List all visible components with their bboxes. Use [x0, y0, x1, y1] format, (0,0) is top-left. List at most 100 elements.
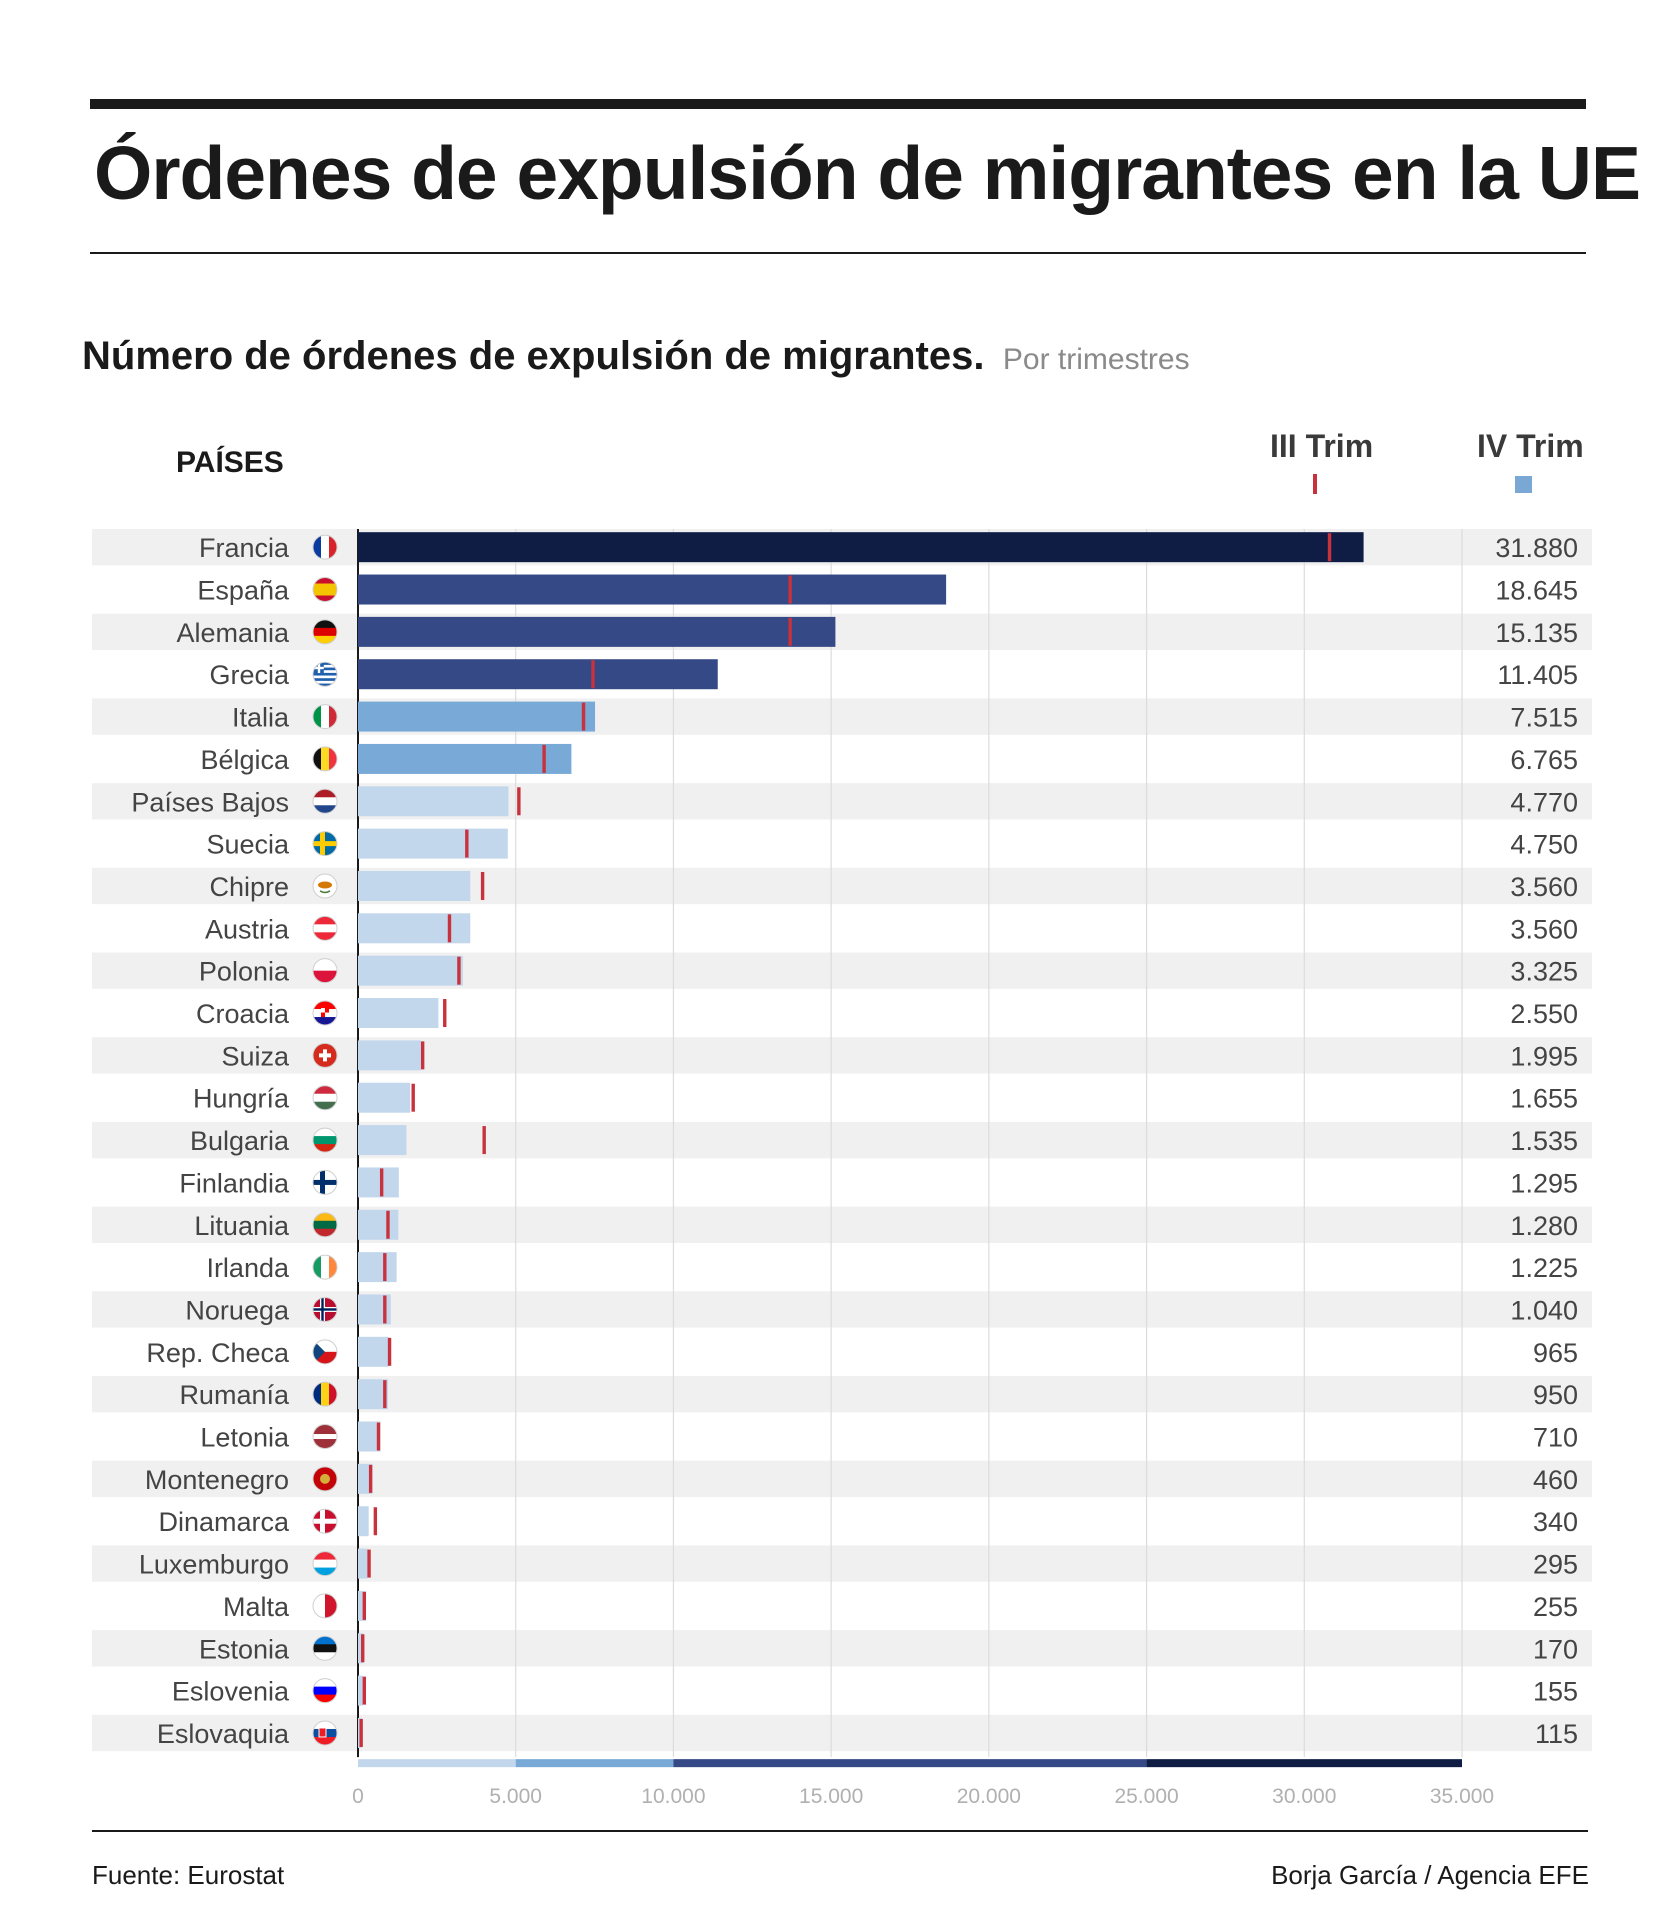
- x-tick-label: 15.000: [799, 1785, 863, 1808]
- chart-subtitle: Número de órdenes de expulsión de migran…: [82, 334, 1190, 379]
- value-label: 3.560: [1510, 872, 1578, 902]
- table-row: Italia 7.515: [232, 701, 1578, 733]
- marker-q3: [362, 1676, 367, 1705]
- footer-rule: [92, 1830, 1588, 1832]
- x-tick-label: 10.000: [641, 1785, 705, 1808]
- table-row: Grecia 11.405: [209, 659, 1578, 690]
- legend-q3-marker: [1313, 474, 1317, 494]
- value-label: 965: [1533, 1338, 1578, 1368]
- scale-strip-segment: [515, 1759, 674, 1768]
- marker-q3: [542, 744, 546, 773]
- table-row: Luxemburgo 295: [139, 1548, 1578, 1580]
- marker-q3: [386, 1210, 390, 1239]
- flag-stripe: [313, 970, 337, 983]
- row-stripe: [92, 1291, 1592, 1328]
- value-label: 15.135: [1495, 618, 1578, 648]
- x-tick-label: 0: [352, 1785, 364, 1808]
- flag-stripe: [313, 680, 337, 684]
- flag-stripe: [329, 704, 337, 729]
- country-label: Francia: [199, 533, 290, 563]
- bar-q4: [358, 786, 509, 817]
- bar-q4: [358, 616, 836, 647]
- flag-outline: [312, 1254, 338, 1280]
- legend-q4-label: IV Trim: [1477, 428, 1584, 464]
- flag-outline: [312, 1127, 338, 1153]
- marker-q3: [581, 702, 586, 731]
- row-stripe: [92, 1037, 1592, 1074]
- flag-shield-check: [325, 1012, 329, 1018]
- flag-stripe: [313, 664, 337, 668]
- country-label: Hungría: [193, 1084, 290, 1114]
- flag-fill: [313, 1212, 337, 1237]
- flag-outline: [312, 746, 338, 772]
- x-tick-label: 5.000: [489, 1785, 542, 1808]
- country-label: Grecia: [209, 660, 290, 690]
- marker-q3: [420, 1041, 425, 1070]
- flag-stripe: [321, 746, 330, 771]
- country-label: Suecia: [206, 830, 290, 860]
- flag-cross-h: [313, 1308, 337, 1311]
- row-stripe: [92, 783, 1592, 820]
- flag-outline: [312, 1169, 338, 1195]
- flag-outline: [312, 1551, 338, 1577]
- flag-fill: [313, 746, 337, 771]
- flag-fill: [313, 789, 337, 814]
- flag-branch: [319, 890, 331, 894]
- marker-q3: [383, 1253, 387, 1282]
- flag-outline: [312, 1635, 338, 1661]
- flag-stripe: [329, 1382, 337, 1407]
- table-row: Chipre 3.560: [209, 870, 1578, 902]
- table-row: Suecia 4.750: [206, 828, 1578, 860]
- country-label: Países Bajos: [131, 787, 289, 817]
- flag-fill: [313, 662, 337, 687]
- bar-q4: [358, 998, 439, 1029]
- marker-q3: [361, 1634, 365, 1663]
- flag-fill: [313, 1424, 337, 1449]
- country-label: Irlanda: [206, 1253, 290, 1283]
- flag-outline: [312, 958, 338, 984]
- value-label: 2.550: [1510, 999, 1578, 1029]
- table-row: Eslovaquia 115: [157, 1717, 1578, 1749]
- country-label: Letonia: [200, 1423, 290, 1453]
- flag-stripe: [313, 789, 337, 798]
- marker-q3: [383, 1295, 387, 1324]
- flag-outline: [312, 534, 338, 560]
- flag-outline: [312, 1042, 338, 1068]
- marker-q3: [367, 1549, 371, 1578]
- table-row: Austria 3.560: [205, 913, 1578, 944]
- x-tick-label: 30.000: [1272, 1785, 1336, 1808]
- flag-fill: [313, 1636, 337, 1661]
- table-row: Letonia 710: [200, 1421, 1578, 1453]
- flag-stripe: [321, 704, 330, 729]
- marker-q3: [368, 1464, 373, 1493]
- flag-stripe: [313, 1567, 337, 1576]
- row-stripe: [92, 698, 1592, 735]
- country-label: Estonia: [199, 1634, 290, 1664]
- table-row: Estonia 170: [199, 1633, 1578, 1664]
- flag-cross-v: [320, 1509, 325, 1534]
- marker-q3: [447, 914, 452, 943]
- flag-outline: [312, 1381, 338, 1407]
- flag-stripe: [313, 535, 322, 560]
- flag-outline: [312, 661, 338, 687]
- row-stripe: [92, 1206, 1592, 1243]
- flag-cross-v: [321, 1297, 324, 1322]
- table-row: Eslovenia 155: [172, 1675, 1578, 1707]
- bar-q4: [358, 955, 463, 986]
- bar-q4: [358, 1252, 397, 1283]
- value-label: 710: [1533, 1423, 1578, 1453]
- table-row: Polonia 3.325: [199, 955, 1578, 987]
- flag-island: [318, 881, 332, 889]
- flag-stripe: [313, 1551, 337, 1561]
- flag-stripe: [313, 1644, 337, 1653]
- row-stripe: [92, 1545, 1592, 1582]
- flag-stripe: [313, 672, 337, 676]
- flag-stripe: [313, 1720, 337, 1730]
- bar-q4: [358, 828, 508, 859]
- marker-q3: [383, 1380, 387, 1409]
- flag-fill: [313, 1466, 337, 1491]
- footer-source: Fuente: Eurostat: [92, 1860, 285, 1890]
- flag-fill: [313, 1170, 337, 1195]
- value-label: 4.750: [1510, 830, 1578, 860]
- value-label: 340: [1533, 1507, 1578, 1537]
